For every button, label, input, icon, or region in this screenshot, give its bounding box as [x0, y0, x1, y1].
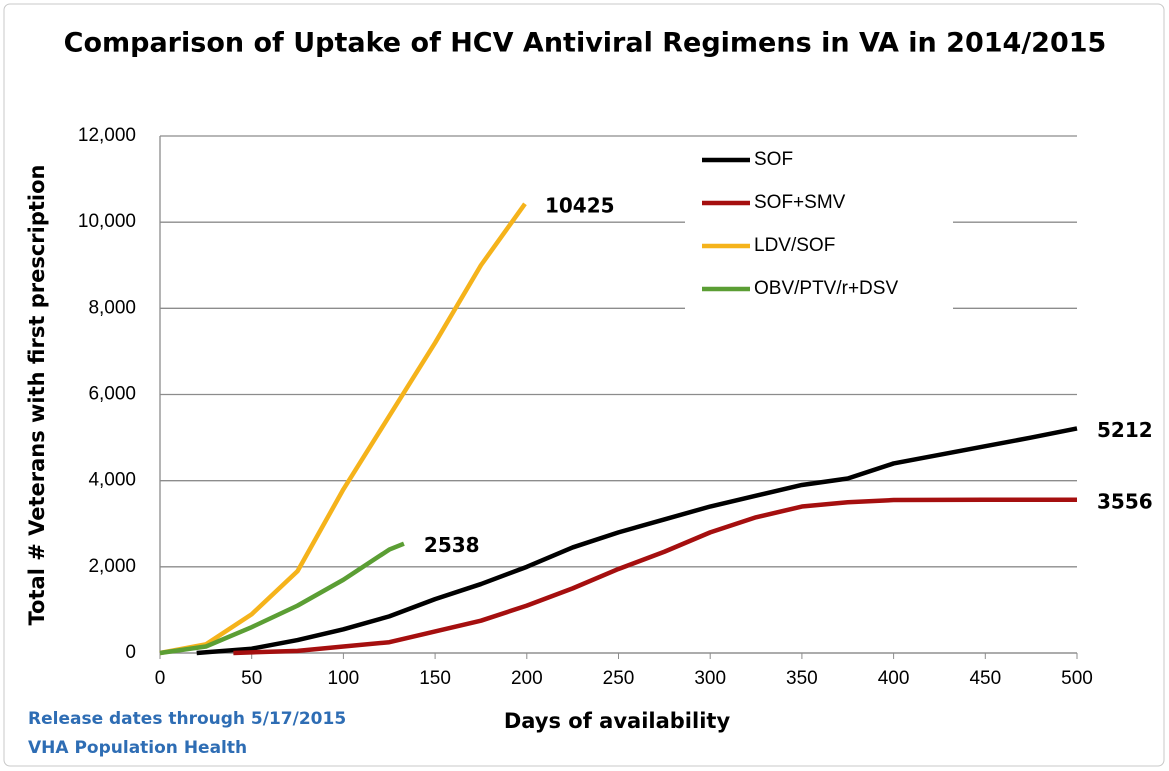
x-tick-label: 450 — [969, 668, 1001, 689]
y-tick-label: 4,000 — [88, 470, 136, 491]
series-line — [196, 426, 1078, 656]
y-tick-label: 6,000 — [88, 384, 136, 405]
legend-label: OBV/PTV/r+DSV — [754, 278, 898, 299]
y-tick-label: 2,000 — [88, 556, 136, 577]
x-tick-label: 400 — [878, 668, 910, 689]
x-tick-label: 150 — [419, 668, 451, 689]
x-tick-label: 0 — [155, 668, 166, 689]
legend-label: SOF — [754, 149, 793, 170]
legend-label: LDV/SOF — [754, 235, 835, 256]
y-tick-label: 10,000 — [78, 211, 136, 232]
y-tick-label: 0 — [125, 642, 136, 663]
note: VHA Population Health — [28, 738, 247, 758]
note: Release dates through 5/17/2015 — [28, 709, 346, 729]
x-tick-label: 250 — [603, 668, 635, 689]
x-tick-label: 350 — [786, 668, 818, 689]
x-tick-label: 100 — [328, 668, 360, 689]
series-line — [159, 541, 405, 656]
x-tick-label: 300 — [694, 668, 726, 689]
y-tick-label: 12,000 — [78, 125, 136, 146]
y-tick-label: 8,000 — [88, 297, 136, 318]
data-label: 10425 — [545, 193, 615, 217]
series-line — [159, 202, 527, 656]
chart-title: Comparison of Uptake of HCV Antiviral Re… — [64, 28, 1107, 59]
y-axis-title: Total # Veterans with first prescription — [25, 165, 49, 626]
x-axis-title: Days of availability — [504, 709, 731, 733]
x-tick-label: 500 — [1061, 668, 1093, 689]
x-tick-label: 200 — [511, 668, 543, 689]
x-tick-label: 50 — [241, 668, 262, 689]
data-label: 2538 — [424, 533, 480, 557]
series-line — [233, 497, 1077, 656]
legend-label: SOF+SMV — [754, 192, 846, 213]
legend-box — [685, 146, 953, 312]
data-label: 3556 — [1097, 489, 1153, 513]
data-label: 5212 — [1097, 418, 1153, 442]
